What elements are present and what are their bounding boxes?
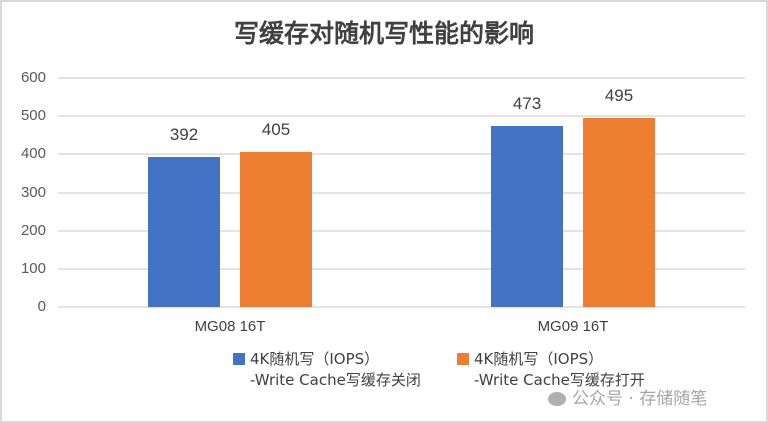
legend-item-cache-on: 4K随机写（IOPS） -Write Cache写缓存打开 [457, 349, 645, 391]
y-tick-label: 100 [20, 259, 46, 277]
gridline [58, 77, 745, 79]
gridline [58, 153, 745, 156]
data-label: 392 [169, 125, 199, 145]
watermark: 公众号 · 存储随笔 [548, 384, 707, 409]
gridline [58, 229, 745, 232]
legend-label-line1: 4K随机写（IOPS） [474, 350, 604, 368]
legend-swatch-orange [457, 353, 469, 365]
data-label: 405 [261, 120, 291, 140]
y-tick-label: 200 [20, 221, 46, 239]
bar [583, 118, 655, 307]
bar [240, 152, 312, 307]
watermark-text: 公众号 · 存储随笔 [572, 389, 708, 409]
x-category-label: MG09 16T [537, 318, 609, 335]
data-label: 473 [512, 94, 542, 114]
bar [491, 126, 563, 307]
wechat-icon [548, 392, 566, 406]
legend-label-line1: 4K随机写（IOPS） [250, 350, 380, 368]
gridline [58, 191, 745, 194]
y-tick-label: 0 [37, 298, 46, 315]
gridline [58, 267, 745, 270]
x-category-label: MG08 16T [194, 318, 266, 335]
y-tick-label: 300 [20, 183, 46, 201]
bar [148, 157, 220, 307]
gridline [58, 115, 745, 118]
legend-swatch-blue [233, 353, 245, 365]
y-tick-label: 500 [20, 107, 46, 125]
legend-item-cache-off: 4K随机写（IOPS） -Write Cache写缓存关闭 [233, 349, 421, 391]
chart-title: 写缓存对随机写性能的影响 [233, 19, 534, 48]
y-tick-label: 400 [20, 145, 46, 163]
legend-label-line2: -Write Cache写缓存关闭 [250, 371, 421, 389]
legend-label-line2: -Write Cache写缓存打开 [474, 371, 645, 389]
y-tick-label: 600 [20, 69, 46, 86]
gridline [58, 306, 745, 308]
data-label: 495 [604, 86, 634, 106]
